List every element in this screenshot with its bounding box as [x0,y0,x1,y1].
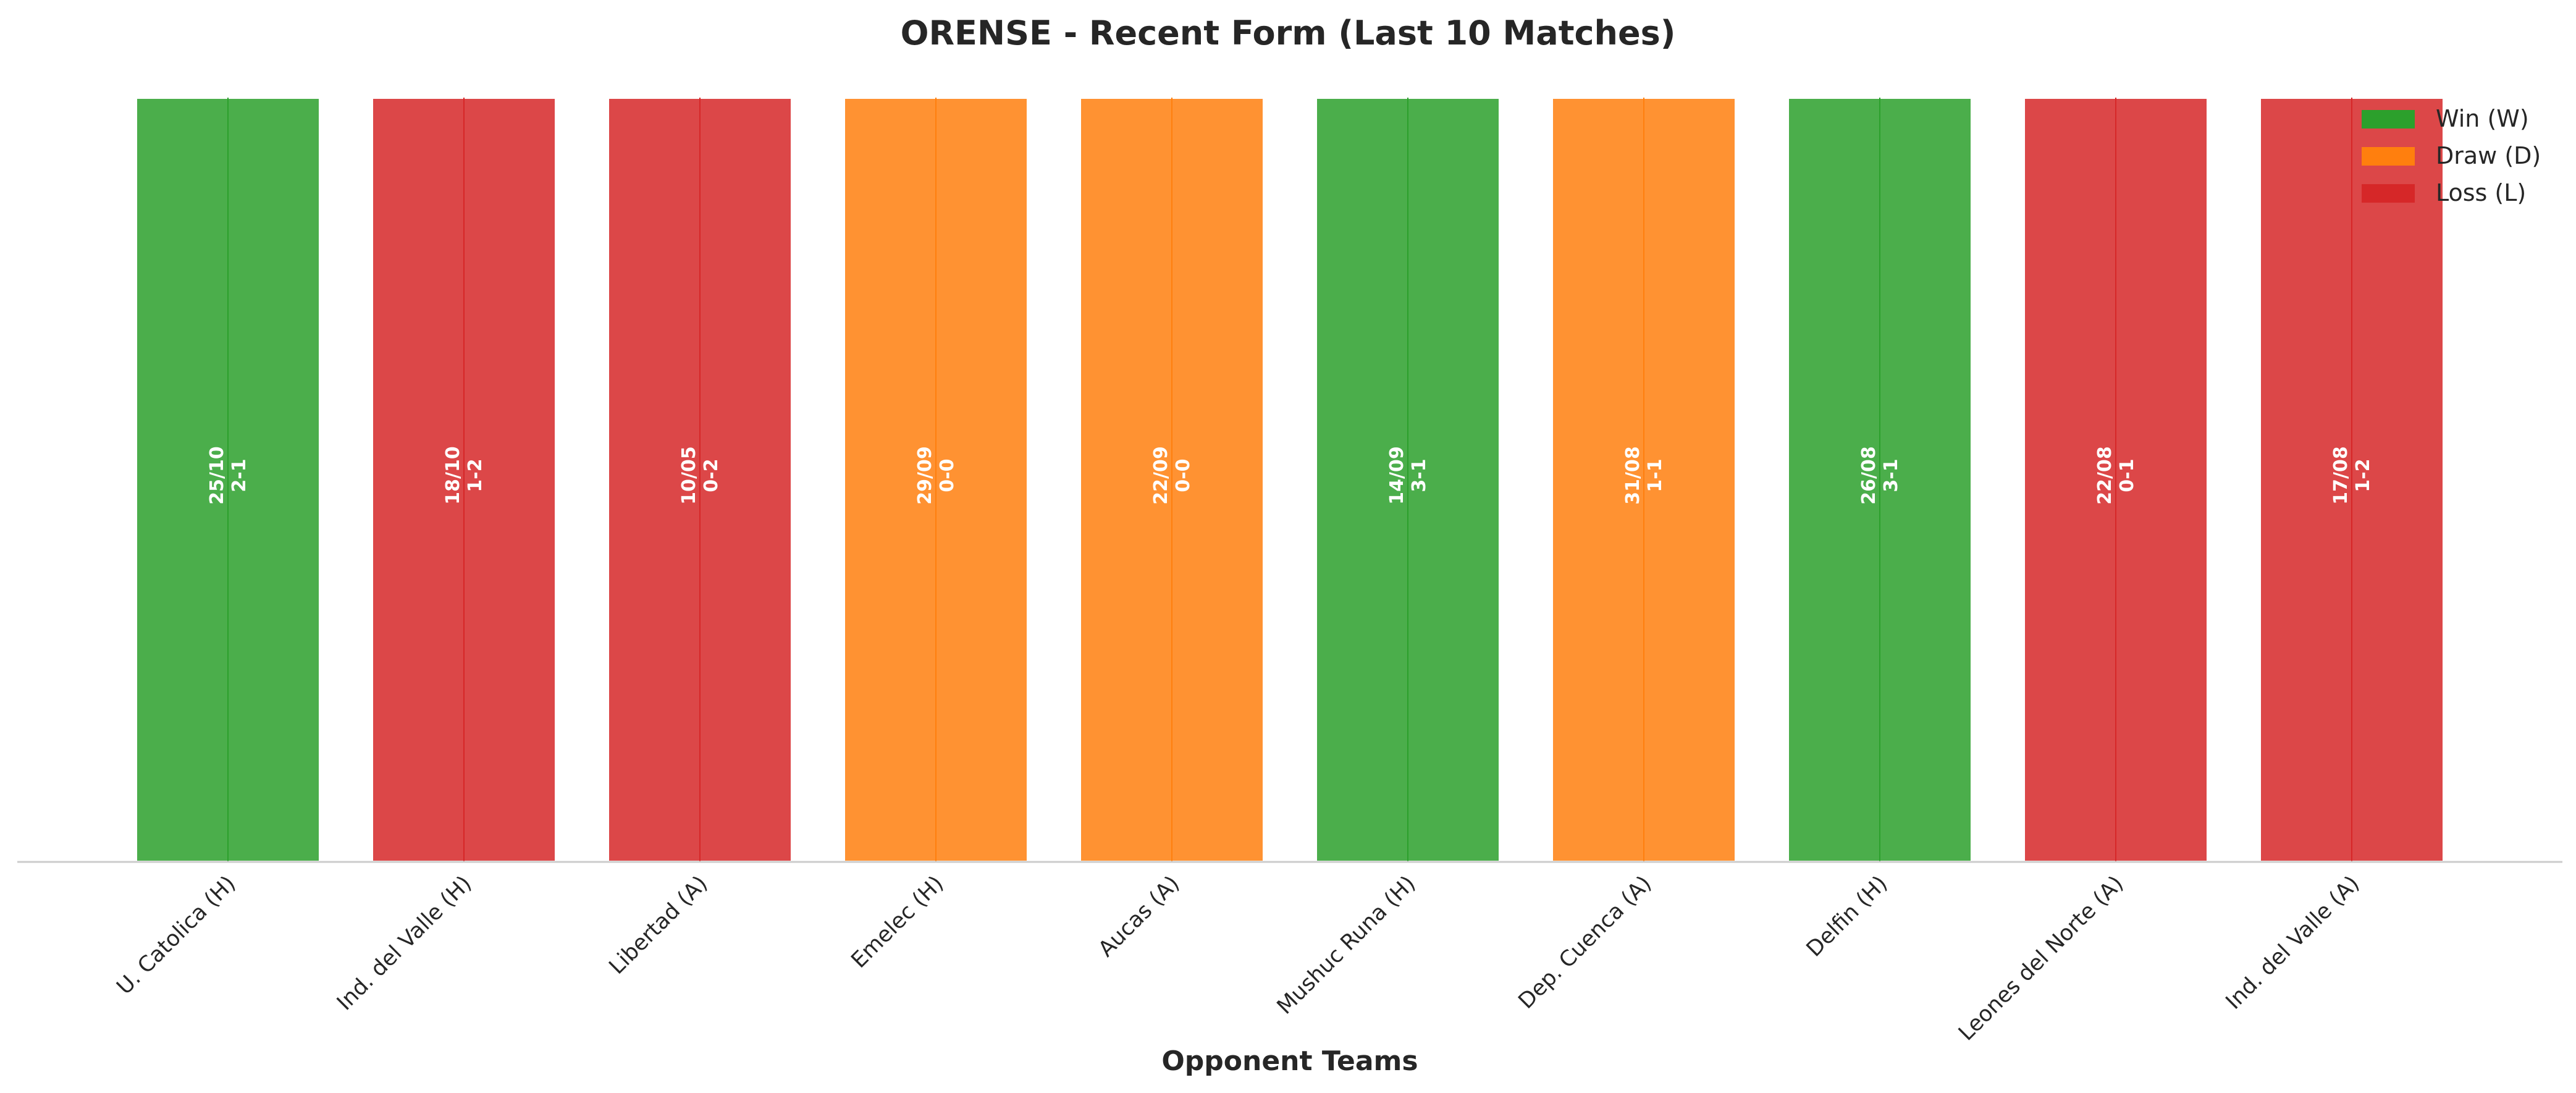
bar-score-label: 3-1 [1880,458,1902,492]
x-tick-label-3: Libertad (A) [605,871,713,979]
bar-label-4: 29/090-0 [914,446,958,504]
legend-label-w: Win (W) [2436,105,2529,132]
bar-label-5: 22/090-0 [1150,446,1194,504]
x-tick-label-8: Delfin (H) [1802,871,1893,962]
legend-swatch-l [2362,184,2415,203]
bar-date-label: 29/09 [914,446,936,504]
x-tick-label-9: Leones del Norte (A) [1954,871,2128,1045]
x-tick-label-2: Ind. del Valle (H) [332,871,476,1015]
x-tick-label-5: Aucas (A) [1094,871,1185,962]
bar-label-2: 18/101-2 [442,446,486,504]
bar-label-3: 10/050-2 [678,446,722,504]
bar-score-label: 0-0 [937,458,958,492]
bar-date-label: 26/08 [1858,446,1880,504]
bar-label-10: 17/081-2 [2330,446,2374,504]
bar-score-label: 0-0 [1172,458,1194,492]
x-tick-label-4: Emelec (H) [847,871,949,973]
bar-date-label: 22/08 [2094,446,2116,504]
bar-label-1: 25/102-1 [206,446,250,504]
chart-title: ORENSE - Recent Form (Last 10 Matches) [901,14,1676,53]
bar-date-label: 10/05 [678,446,700,504]
bar-score-label: 1-1 [1644,458,1666,492]
bar-score-label: 0-1 [2116,458,2138,492]
legend-swatch-w [2362,110,2415,129]
x-tick-label-6: Mushuc Runa (H) [1273,871,1420,1019]
bar-score-label: 1-2 [2352,458,2374,492]
bar-date-label: 25/10 [206,446,228,504]
legend-label-l: Loss (L) [2436,179,2526,206]
bar-label-7: 31/081-1 [1622,446,1666,504]
bar-score-label: 0-2 [701,458,722,492]
x-tick-labels: U. Catolica (H) Ind. del Valle (H) Liberta… [112,871,2365,1045]
bar-labels-layer: 25/102-1 18/101-2 10/050-2 29/090-0 22/090-0… [206,446,2374,504]
legend-label-d: Draw (D) [2436,142,2541,169]
bar-score-label: 3-1 [1408,458,1430,492]
bar-date-label: 22/09 [1150,446,1172,504]
bars-layer [135,96,2445,863]
bar-label-6: 14/093-1 [1386,446,1430,504]
legend: Win (W) Draw (D) Loss (L) [2362,105,2541,206]
bar-date-label: 31/08 [1622,446,1644,504]
legend-swatch-d [2362,147,2415,166]
x-tick-label-10: Ind. del Valle (A) [2221,871,2365,1015]
bar-score-label: 1-2 [465,458,486,492]
x-axis-title: Opponent Teams [1161,1045,1418,1077]
bar-date-label: 14/09 [1386,446,1408,504]
bar-date-label: 18/10 [442,446,464,504]
bar-date-label: 17/08 [2330,446,2352,504]
bar-label-8: 26/083-1 [1858,446,1902,504]
x-tick-label-7: Dep. Cuenca (A) [1514,871,1657,1014]
bar-score-label: 2-1 [229,458,250,492]
bar-label-9: 22/080-1 [2094,446,2138,504]
x-tick-label-1: U. Catolica (H) [112,871,241,1000]
